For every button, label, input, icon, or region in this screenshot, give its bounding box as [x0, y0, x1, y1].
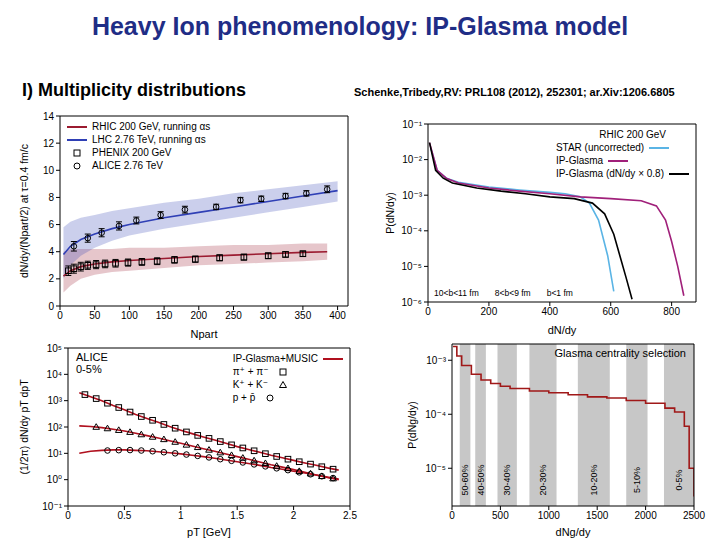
svg-text:5-10%: 5-10% [632, 467, 642, 493]
svg-text:10⁵: 10⁵ [47, 343, 62, 354]
svg-text:30-40%: 30-40% [502, 464, 512, 495]
html-text:ALICE 2.76 TeV: ALICE 2.76 TeV [92, 160, 163, 171]
svg-text:10⁻³: 10⁻³ [402, 190, 422, 201]
html-text:p + p̄: p + p̄ [232, 392, 256, 403]
svg-text:14: 14 [43, 111, 55, 122]
svg-text:800: 800 [663, 306, 680, 317]
svg-text:200: 200 [190, 310, 207, 321]
svg-text:pT [GeV]: pT [GeV] [187, 526, 231, 538]
svg-text:2500: 2500 [683, 510, 706, 521]
svg-text:10¹: 10¹ [48, 448, 63, 459]
svg-text:250: 250 [225, 310, 242, 321]
svg-text:P(dN/dy): P(dN/dy) [384, 192, 396, 233]
html-text:LHC 2.76 TeV, running αs: LHC 2.76 TeV, running αs [92, 134, 206, 145]
svg-text:400: 400 [541, 306, 558, 317]
svg-text:0: 0 [449, 510, 455, 521]
svg-text:600: 600 [602, 306, 619, 317]
svg-text:2000: 2000 [634, 510, 657, 521]
svg-text:10⁰: 10⁰ [47, 474, 62, 485]
svg-text:6: 6 [48, 219, 54, 230]
svg-text:50: 50 [89, 310, 101, 321]
svg-text:1.5: 1.5 [230, 510, 244, 521]
svg-text:10-20%: 10-20% [589, 464, 599, 495]
svg-text:2: 2 [291, 510, 297, 521]
svg-text:10²: 10² [48, 422, 63, 433]
html-text:RHIC 200 GeV: RHIC 200 GeV [599, 129, 666, 140]
svg-text:8: 8 [48, 192, 54, 203]
svg-text:10⁻⁵: 10⁻⁵ [425, 463, 446, 474]
svg-text:10⁻⁴: 10⁻⁴ [401, 225, 422, 236]
svg-text:10⁻⁴: 10⁻⁴ [425, 409, 446, 420]
svg-text:1500: 1500 [586, 510, 609, 521]
svg-text:10⁻⁵: 10⁻⁵ [401, 261, 422, 272]
html-text:STAR (uncorrected): STAR (uncorrected) [555, 142, 645, 153]
html-text:I) Multiplicity distributions: I) Multiplicity distributions [22, 80, 246, 100]
svg-text:10⁴: 10⁴ [47, 369, 62, 380]
html-text:K⁺ + K⁻: K⁺ + K⁻ [232, 379, 268, 390]
svg-text:2.5: 2.5 [343, 510, 357, 521]
html-text:10<b<11 fm: 10<b<11 fm [434, 288, 479, 298]
svg-text:4: 4 [48, 246, 54, 257]
html-text:IP-Glasma+MUSIC: IP-Glasma+MUSIC [232, 353, 318, 364]
svg-text:dN/dy: dN/dy [548, 324, 577, 336]
svg-text:10⁻³: 10⁻³ [426, 355, 446, 366]
html-text:b<1 fm: b<1 fm [546, 288, 573, 298]
svg-text:200: 200 [481, 306, 498, 317]
html-text:RHIC 200 GeV, running αs: RHIC 200 GeV, running αs [92, 121, 211, 132]
svg-text:20-30%: 20-30% [538, 464, 548, 495]
html-text:ALICE: ALICE [76, 351, 108, 363]
svg-text:dN/dy/(Npart/2) at τ=0.4 fm/c: dN/dy/(Npart/2) at τ=0.4 fm/c [18, 144, 30, 278]
html-text:IP-Glasma: IP-Glasma [555, 155, 604, 166]
svg-text:0: 0 [48, 301, 54, 312]
html-text:8<b<9 fm: 8<b<9 fm [494, 288, 531, 298]
html-text:0-5%: 0-5% [76, 363, 102, 375]
svg-text:P(dNg/dy): P(dNg/dy) [406, 401, 418, 448]
svg-text:40-50%: 40-50% [476, 464, 486, 495]
svg-text:0.5: 0.5 [117, 510, 131, 521]
html-text:Schenke,Tribedy,RV: PRL108 (20: Schenke,Tribedy,RV: PRL108 (2012), 25230… [354, 86, 675, 98]
svg-text:10⁻¹: 10⁻¹ [42, 501, 62, 512]
svg-text:400: 400 [329, 310, 346, 321]
svg-text:0: 0 [425, 306, 431, 317]
html-text:π⁺ + π⁻: π⁺ + π⁻ [232, 366, 269, 377]
svg-text:0: 0 [65, 510, 71, 521]
svg-text:0-5%: 0-5% [674, 469, 684, 490]
svg-text:500: 500 [492, 510, 509, 521]
svg-text:150: 150 [156, 310, 173, 321]
svg-text:10⁻²: 10⁻² [402, 154, 422, 165]
svg-text:(1/2π) dN/dy pT dpT: (1/2π) dN/dy pT dpT [18, 379, 30, 475]
svg-text:300: 300 [260, 310, 277, 321]
svg-text:2: 2 [48, 273, 54, 284]
svg-text:1000: 1000 [538, 510, 561, 521]
svg-text:10: 10 [43, 165, 55, 176]
svg-text:10⁻¹: 10⁻¹ [402, 119, 422, 130]
svg-text:1: 1 [178, 510, 184, 521]
svg-text:0: 0 [57, 310, 63, 321]
html-text:Heavy Ion phenomenology: IP-Gl: Heavy Ion phenomenology: IP-Glasma model [91, 12, 629, 40]
svg-text:10⁻⁶: 10⁻⁶ [401, 297, 422, 308]
svg-text:10³: 10³ [48, 395, 63, 406]
svg-text:50-60%: 50-60% [460, 464, 470, 495]
svg-text:dNg/dy: dNg/dy [556, 526, 591, 538]
html-text:IP-Glasma (dN/dy × 0.8): IP-Glasma (dN/dy × 0.8) [555, 168, 664, 179]
svg-text:100: 100 [121, 310, 138, 321]
svg-text:12: 12 [43, 138, 55, 149]
html-text:PHENIX 200 GeV: PHENIX 200 GeV [92, 147, 172, 158]
svg-text:350: 350 [295, 310, 312, 321]
html-text:Glasma centrality selection: Glasma centrality selection [554, 347, 686, 359]
svg-text:Npart: Npart [191, 328, 218, 340]
